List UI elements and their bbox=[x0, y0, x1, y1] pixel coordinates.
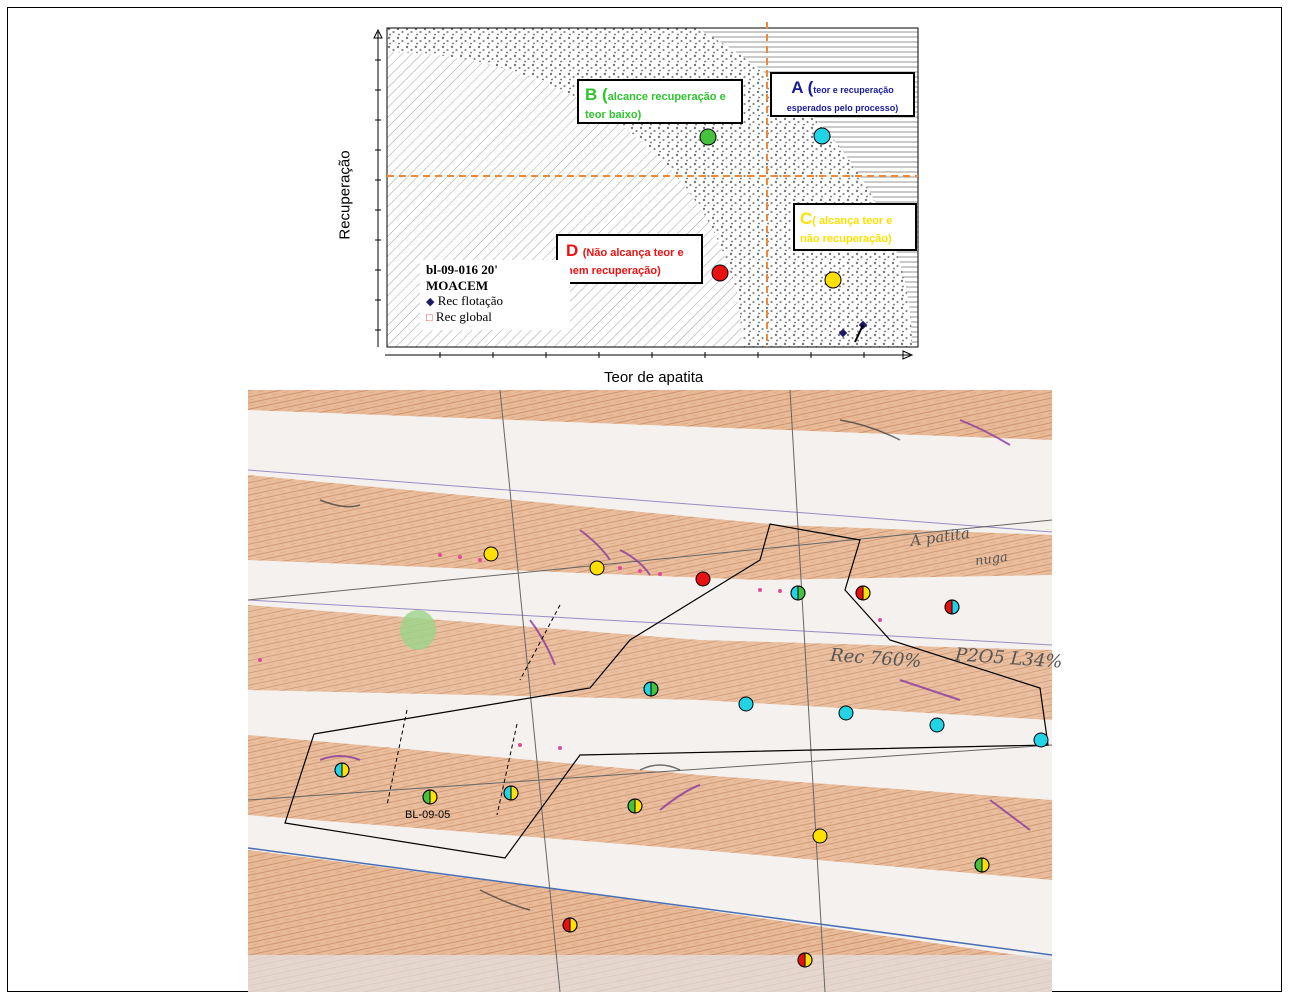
quadrant-b-letter: B ( bbox=[585, 85, 608, 104]
marker-yellow bbox=[812, 828, 828, 844]
target-polygon bbox=[284, 523, 1049, 859]
y-axis-label: Recuperação bbox=[336, 150, 354, 240]
band-1 bbox=[248, 390, 1052, 440]
marker-red-yellow bbox=[562, 917, 578, 933]
marker-yellow bbox=[589, 560, 605, 576]
legend-item-flotation: ◆ Rec flotação bbox=[426, 293, 504, 309]
band-2 bbox=[248, 475, 1052, 580]
marker-cyan-yellow bbox=[334, 762, 350, 778]
sample-label: BL-09-05 bbox=[405, 809, 451, 821]
legend-item-global: □ Rec global bbox=[426, 309, 492, 325]
marker-green-yellow bbox=[974, 857, 990, 873]
marker-cyan-yellow bbox=[503, 785, 519, 801]
marker-c bbox=[824, 271, 842, 289]
quadrant-c-box: C( alcança teor e não recuperação) bbox=[793, 203, 917, 251]
legend-title-2: MOACEM bbox=[426, 277, 489, 293]
marker-cyan bbox=[838, 705, 854, 721]
band-4 bbox=[248, 735, 1052, 880]
band-3 bbox=[248, 605, 1052, 720]
legend-title-1: bl-09-016 20' bbox=[426, 262, 498, 277]
sample-markers bbox=[334, 546, 1049, 968]
marker-cyan-green bbox=[643, 681, 659, 697]
quadrant-d-text: (Não alcança teor e nem recuperação) bbox=[566, 247, 684, 278]
quadrant-b-box: B (alcance recuperação e teor baixo) bbox=[577, 79, 743, 124]
chart-legend: bl-09-016 20' MOACEM ◆ Rec flotação □ Re… bbox=[420, 260, 570, 330]
quadrant-a-letter: A ( bbox=[791, 78, 814, 97]
marker-yellow bbox=[483, 546, 499, 562]
marker-cyan bbox=[1033, 732, 1049, 748]
marker-cyan bbox=[929, 717, 945, 733]
square-icon: □ bbox=[426, 312, 433, 325]
quadrant-c-letter: C bbox=[800, 209, 813, 228]
marker-b bbox=[699, 128, 717, 146]
quadrant-d-letter: D bbox=[566, 241, 579, 260]
diamond-icon: ◆ bbox=[426, 296, 435, 309]
marker-green-yellow bbox=[627, 798, 643, 814]
marker-cyan bbox=[738, 696, 754, 712]
x-axis-label: Teor de apatita bbox=[604, 369, 704, 386]
marker-cyan-green bbox=[790, 585, 806, 601]
marker-red bbox=[695, 571, 711, 587]
marker-a bbox=[813, 127, 831, 145]
marker-d bbox=[711, 264, 729, 282]
quadrant-a-box: A (teor e recuperação esperados pelo pro… bbox=[770, 72, 915, 117]
quadrant-c-text: ( alcança teor e não recuperação) bbox=[800, 215, 893, 246]
quadrant-b-text: alcance recuperação e teor baixo) bbox=[585, 91, 726, 122]
rec-data-points bbox=[838, 320, 868, 343]
marker-green-yellow bbox=[422, 789, 438, 805]
marker-red-cyan bbox=[944, 599, 960, 615]
geologic-map bbox=[248, 390, 1052, 992]
marker-red-yellow bbox=[797, 952, 813, 968]
quadrant-a-text: teor e recuperação esperados pelo proces… bbox=[786, 85, 899, 114]
quadrant-d-box: D (Não alcança teor e nem recuperação) bbox=[556, 234, 703, 284]
marker-red-yellow bbox=[855, 585, 871, 601]
